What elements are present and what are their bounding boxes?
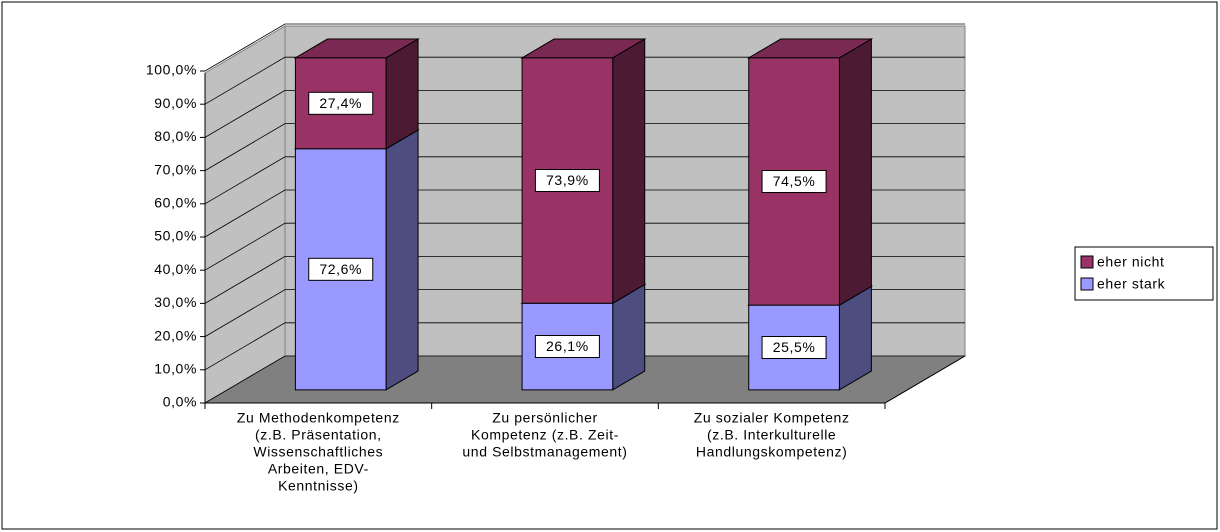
value-label: 25,5% <box>773 339 816 355</box>
grid-line <box>204 156 965 205</box>
grid-line <box>204 322 965 371</box>
value-label-box <box>308 257 374 281</box>
grid-line <box>204 289 965 337</box>
value-label-box <box>534 335 600 359</box>
grid-line <box>204 222 965 271</box>
x-tick-label: Zu sozialer Kompetenz <box>694 410 850 426</box>
y-tick-label: 50,0% <box>154 228 197 244</box>
floor-edge <box>884 355 966 404</box>
value-label: 27,4% <box>319 95 362 111</box>
x-tick-label: Kenntnisse) <box>278 478 359 494</box>
y-tick-label: 90,0% <box>154 95 197 111</box>
value-label-box <box>761 170 827 194</box>
x-tick-label: (z.B. Interkulturelle <box>707 427 836 443</box>
x-tick-label: Wissenschaftliches <box>253 444 383 460</box>
y-tick-label: 40,0% <box>154 261 197 277</box>
x-tick-label: Handlungskompetenz) <box>696 444 847 460</box>
legend <box>1074 246 1214 301</box>
y-tick-label: 20,0% <box>154 327 197 343</box>
x-tick-label: (z.B. Präsentation, <box>255 427 382 443</box>
value-label: 74,5% <box>773 173 816 189</box>
grid-line <box>204 56 965 105</box>
legend-label: eher nicht <box>1097 254 1164 270</box>
grid-line <box>204 355 965 404</box>
y-tick-label: 60,0% <box>154 195 197 211</box>
legend-label: eher stark <box>1097 276 1166 292</box>
x-tick-label: Zu Methodenkompetenz <box>237 410 400 426</box>
y-tick-label: 80,0% <box>154 128 197 144</box>
value-label: 72,6% <box>319 261 362 277</box>
bar-side <box>838 38 872 307</box>
value-label: 73,9% <box>546 172 589 188</box>
value-label-box <box>534 169 600 193</box>
grid-line <box>204 255 965 304</box>
legend-swatch <box>1080 277 1094 291</box>
x-tick-label: und Selbstmanagement) <box>462 444 627 460</box>
grid-line <box>204 189 965 238</box>
bar-side <box>385 129 419 391</box>
x-tick-label: Zu persönlicher <box>492 410 598 426</box>
grid-line <box>204 123 965 171</box>
y-tick-label: 70,0% <box>154 161 197 177</box>
y-tick-label: 10,0% <box>154 361 197 377</box>
value-label-box <box>761 336 827 360</box>
value-label: 26,1% <box>546 338 589 354</box>
grid-line <box>204 90 965 138</box>
bar-side <box>612 38 646 305</box>
y-tick-label: 0,0% <box>163 394 197 410</box>
y-tick-label: 30,0% <box>154 294 197 310</box>
x-tick-label: Kompetenz (z.B. Zeit- <box>471 427 619 443</box>
legend-swatch <box>1080 255 1094 269</box>
grid-line <box>204 23 965 72</box>
y-tick-label: 100,0% <box>146 62 197 78</box>
value-label-box <box>308 91 374 115</box>
x-tick-label: Arbeiten, EDV- <box>268 461 369 477</box>
